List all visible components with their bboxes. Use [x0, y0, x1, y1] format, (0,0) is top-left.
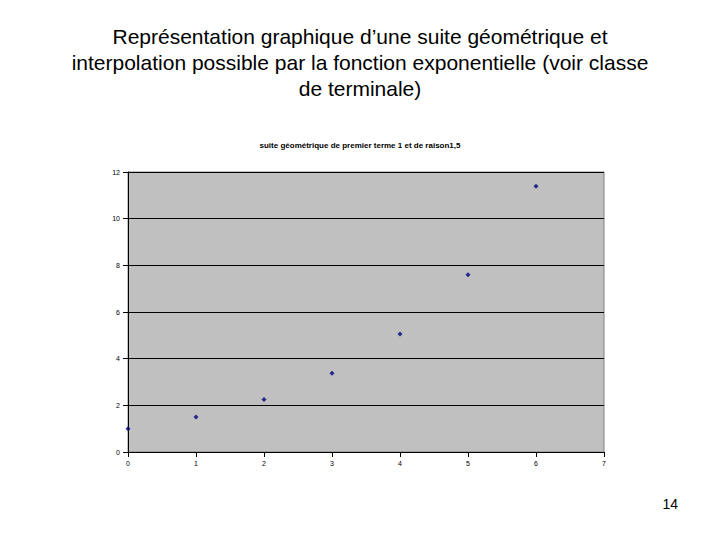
- svg-text:2: 2: [116, 402, 120, 409]
- svg-text:2: 2: [262, 460, 266, 467]
- svg-text:0: 0: [126, 460, 130, 467]
- svg-text:5: 5: [466, 460, 470, 467]
- svg-text:8: 8: [116, 262, 120, 269]
- svg-text:6: 6: [534, 460, 538, 467]
- svg-text:10: 10: [112, 215, 120, 222]
- svg-text:4: 4: [116, 355, 120, 362]
- svg-text:6: 6: [116, 309, 120, 316]
- svg-text:suite géométrique de premier t: suite géométrique de premier terme 1 et …: [260, 141, 462, 150]
- svg-text:12: 12: [112, 169, 120, 176]
- svg-text:3: 3: [330, 460, 334, 467]
- html-text:Représentation graphique d’une: Représentation graphique d’une suite géo…: [71, 25, 649, 100]
- svg-text:7: 7: [602, 460, 606, 467]
- html-text:14: 14: [662, 496, 678, 512]
- svg-text:4: 4: [398, 460, 402, 467]
- svg-text:1: 1: [194, 460, 198, 467]
- svg-text:0: 0: [116, 449, 120, 456]
